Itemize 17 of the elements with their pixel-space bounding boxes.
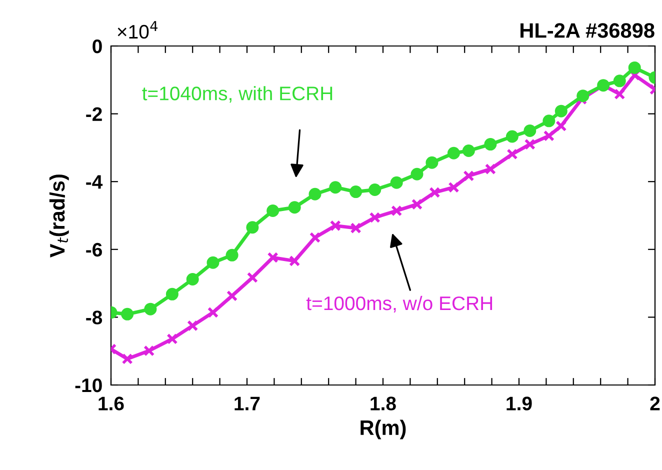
chart-title: HL-2A #36898	[520, 23, 654, 38]
x-tick-label: 1.9	[506, 396, 532, 410]
y-tick-label: -4	[86, 175, 103, 189]
x-tick-label: 1.8	[370, 396, 396, 410]
text: ×10$^{4}$	[118, 21, 158, 39]
annotation: t=1000ms, w/o ECRH	[306, 296, 492, 313]
y-tick-label: -6	[86, 242, 102, 257]
x-tick-label: 2	[650, 396, 660, 410]
y-tick-label: -10	[75, 378, 102, 392]
y-tick-label: -8	[86, 310, 102, 324]
x-tick-label: 1.6	[98, 396, 124, 410]
y-axis-title: V$_{t}$(rad/s)	[49, 174, 69, 258]
y-tick-label: 0	[92, 39, 102, 54]
annotation: t=1040ms, with ECRH	[142, 86, 332, 103]
y-tick-label: -2	[86, 107, 102, 121]
x-tick-label: 1.7	[234, 396, 260, 410]
x-axis-title: R(m)	[360, 420, 406, 440]
